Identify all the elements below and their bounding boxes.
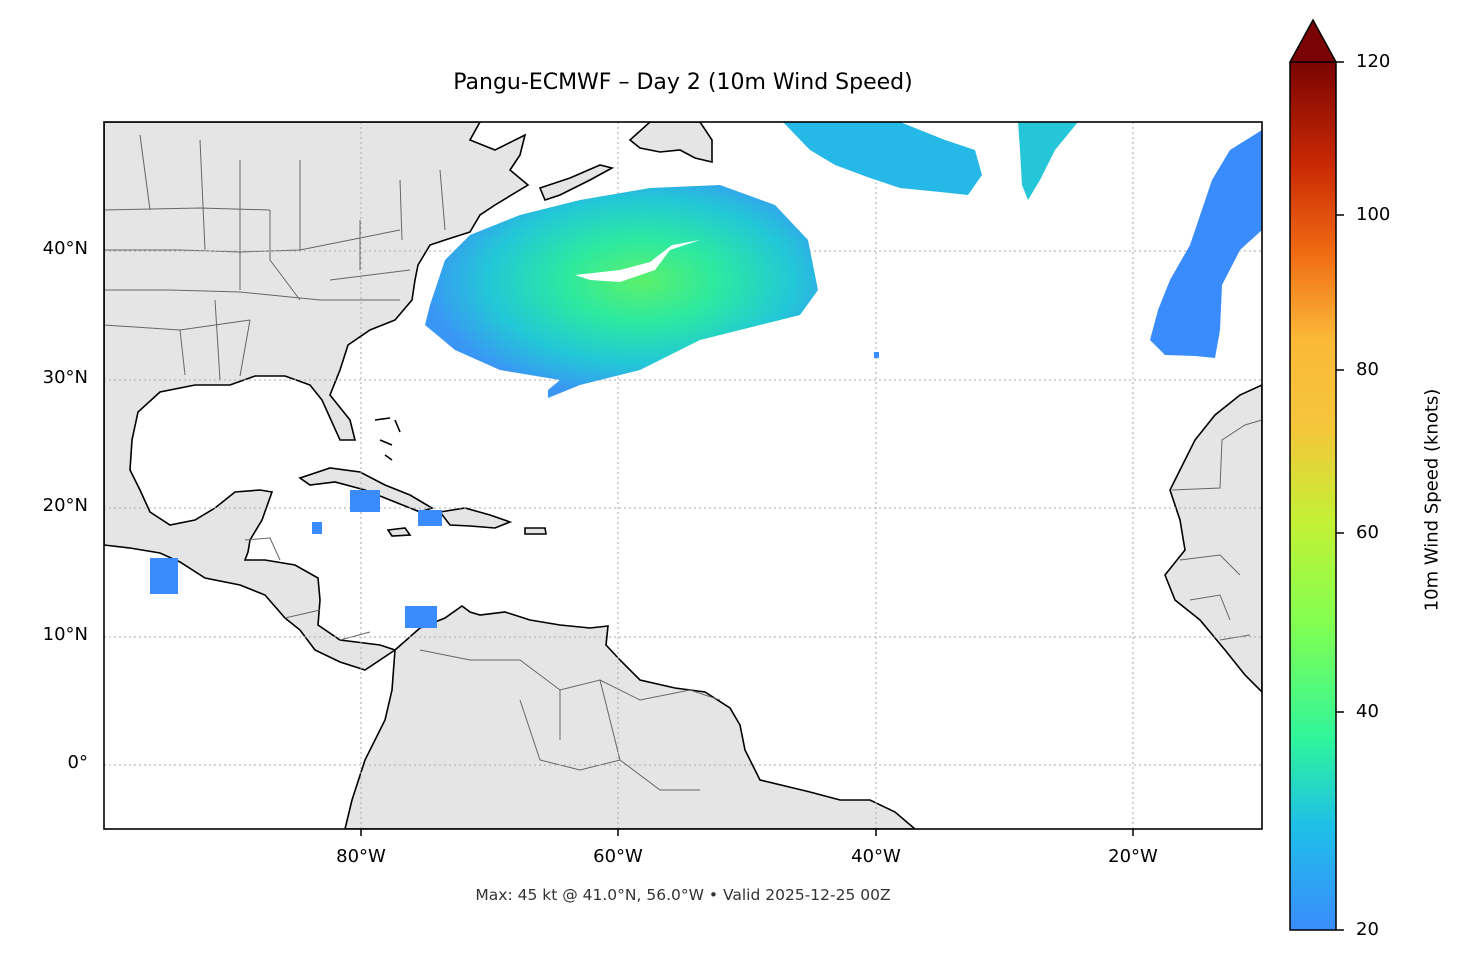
map-plot-area (104, 122, 1262, 829)
colorbar-label: 10m Wind Speed (knots) (1421, 388, 1443, 612)
lat-label-20: 20°N (42, 495, 88, 516)
wind-storm-eye (575, 240, 700, 282)
land-bahamas (374, 417, 401, 461)
colorbar-tick-20: 20 (1356, 919, 1379, 940)
land-north-america (104, 122, 530, 671)
colorbar-tick-40: 40 (1356, 701, 1379, 722)
colorbar (1288, 18, 1344, 931)
wind-carib-patch (405, 606, 437, 628)
colorbar-gradient (1290, 62, 1336, 930)
land-nova-scotia (538, 164, 615, 201)
land-puerto-rico (524, 527, 547, 535)
land-hispaniola (438, 507, 513, 529)
lon-label-60w: 60°W (593, 846, 643, 867)
land-africa (1164, 384, 1262, 694)
state-borders (104, 134, 1262, 791)
chart-title: Pangu-ECMWF – Day 2 (10m Wind Speed) (453, 70, 913, 95)
colorbar-tick-120: 120 (1356, 51, 1391, 72)
map-frame (103, 121, 1263, 830)
wind-iberia-band (1150, 130, 1262, 358)
lat-label-10: 10°N (42, 624, 88, 645)
colorbar-extend-arrow (1288, 18, 1338, 63)
wind-north-band (783, 122, 982, 195)
wind-storm-main (425, 185, 818, 398)
gridlines (104, 122, 1262, 829)
footer-caption: Max: 45 kt @ 41.0°N, 56.0°W • Valid 2025… (475, 886, 891, 904)
colorbar-tick-100: 100 (1356, 204, 1391, 225)
land-south-america (344, 605, 917, 829)
lat-label-30: 30°N (42, 367, 88, 388)
colorbar-tick-80: 80 (1356, 359, 1379, 380)
lat-label-40: 40°N (42, 238, 88, 259)
colorbar-outline (1289, 62, 1337, 931)
wind-cuba-patch (350, 490, 380, 512)
wind-tiny-patch (874, 352, 879, 358)
lon-label-20w: 20°W (1108, 846, 1158, 867)
wind-pacific-patch (150, 558, 178, 594)
colorbar-tick-60: 60 (1356, 522, 1379, 543)
wind-north-band-2 (1018, 122, 1078, 200)
wind-field (150, 122, 1262, 628)
wind-small-patch (312, 522, 322, 534)
wind-pr-patch (418, 510, 442, 526)
land-jamaica (386, 527, 412, 537)
lon-label-80w: 80°W (336, 846, 386, 867)
lon-label-40w: 40°W (851, 846, 901, 867)
lat-label-0: 0° (67, 752, 88, 773)
land-newfoundland (628, 122, 713, 164)
